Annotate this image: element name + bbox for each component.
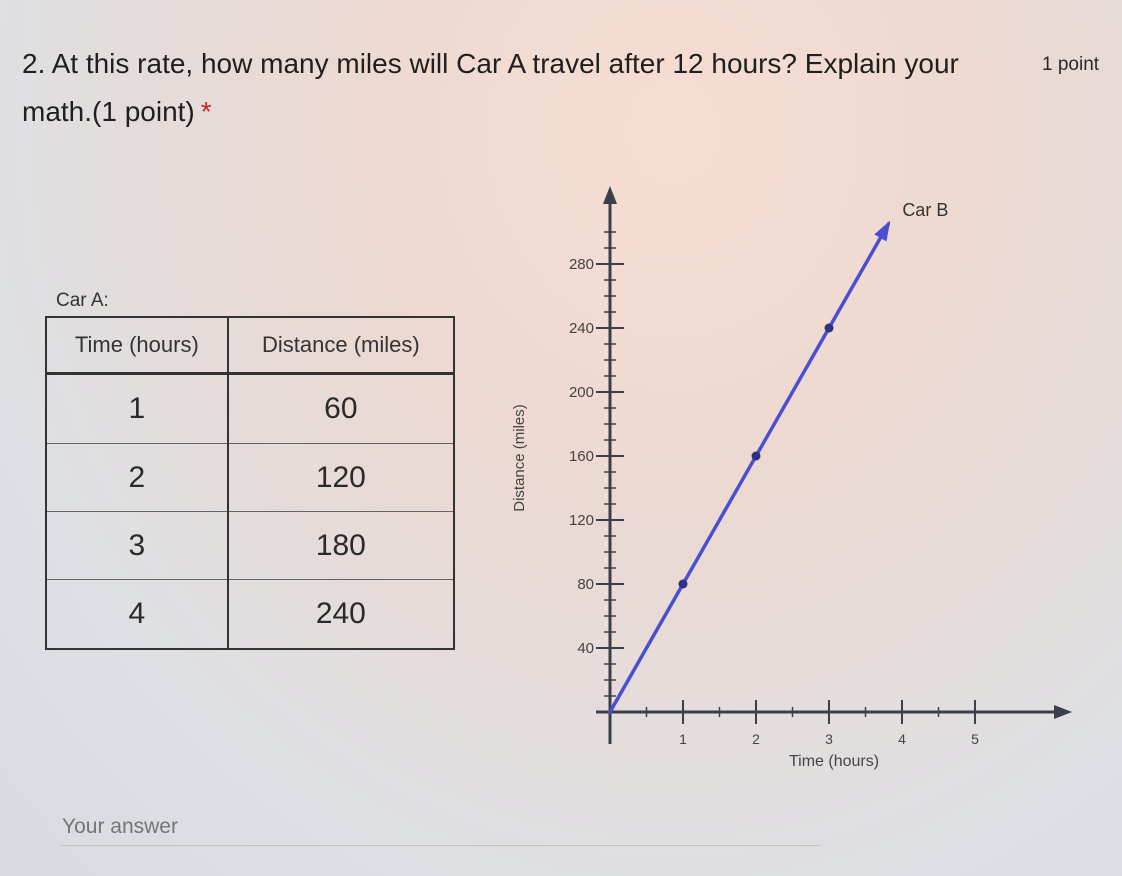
graph-ticks: 40 80 120 160 200 240 280 1 2 3 4 5 xyxy=(569,231,979,747)
series-label: Car B xyxy=(902,200,948,220)
cell-time: 3 xyxy=(45,511,229,581)
table-row: 1 60 xyxy=(45,372,456,445)
x-axis-label: Time (hours) xyxy=(789,753,879,770)
x-tick-label: 5 xyxy=(971,731,979,747)
graph-axes xyxy=(596,186,1072,744)
y-tick-label: 40 xyxy=(577,640,594,657)
cell-distance: 240 xyxy=(226,579,456,651)
y-tick-label: 160 xyxy=(569,448,594,465)
x-tick-label: 2 xyxy=(752,731,760,747)
cell-distance: 60 xyxy=(226,372,456,445)
car-a-table: Time (hours) Distance (miles) 1 60 2 120… xyxy=(45,316,456,651)
x-tick-label: 4 xyxy=(898,731,906,747)
answer-input[interactable] xyxy=(60,814,604,840)
y-tick-label: 80 xyxy=(577,576,594,593)
cell-time: 4 xyxy=(45,579,229,651)
header-time: Time (hours) xyxy=(45,316,229,375)
y-tick-label: 280 xyxy=(569,256,594,273)
required-asterisk: * xyxy=(200,96,212,127)
cell-time: 1 xyxy=(45,372,229,445)
x-tick-label: 3 xyxy=(825,731,833,747)
data-point xyxy=(824,323,834,333)
cell-time: 2 xyxy=(45,443,229,513)
x-tick-label: 1 xyxy=(679,731,687,747)
table-header-row: Time (hours) Distance (miles) xyxy=(45,316,456,375)
table-row: 2 120 xyxy=(45,443,456,513)
x-axis-arrow xyxy=(1054,705,1072,719)
series-arrow xyxy=(874,220,891,242)
cell-distance: 180 xyxy=(226,511,456,581)
y-tick-label: 120 xyxy=(569,512,594,529)
answer-underline xyxy=(60,845,820,846)
y-axis-arrow xyxy=(603,186,617,204)
table-row: 3 180 xyxy=(45,511,456,581)
table-caption: Car A: xyxy=(56,290,109,311)
header-distance: Distance (miles) xyxy=(226,316,456,375)
question-title: 2. At this rate, how many miles will Car… xyxy=(22,48,959,127)
table-row: 4 240 xyxy=(45,579,456,651)
graph-series: Car B xyxy=(608,200,948,714)
cell-distance: 120 xyxy=(226,443,456,513)
data-point xyxy=(751,451,761,461)
question-points: 1 point xyxy=(1042,54,1100,75)
question-text: 2. At this rate, how many miles will Car… xyxy=(22,40,1022,136)
car-b-graph: 40 80 120 160 200 240 280 1 2 3 4 5 Car B Distance … xyxy=(511,186,1072,770)
series-line xyxy=(608,222,891,714)
y-tick-label: 200 xyxy=(569,384,594,401)
y-axis-label: Distance (miles) xyxy=(511,404,528,512)
data-point xyxy=(678,579,688,589)
y-tick-label: 240 xyxy=(569,320,594,337)
